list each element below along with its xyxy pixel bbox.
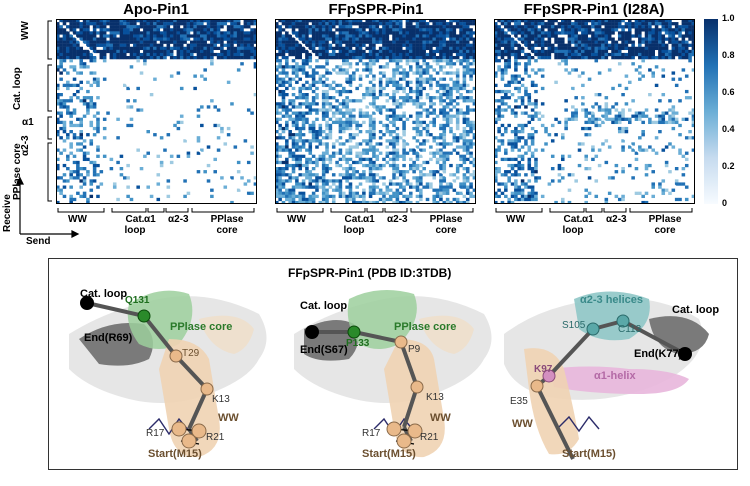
heatmap-ffpspr xyxy=(275,19,476,204)
x-label-cat-loop-panel-3: Cat. loop xyxy=(562,214,584,236)
x-label-ww-panel-3: WW xyxy=(506,214,525,225)
s2-r17-label: R17 xyxy=(362,428,381,439)
send-label: Send xyxy=(26,236,51,247)
s3-a1-helix-label: α1-helix xyxy=(594,370,636,382)
x-label-ww-panel-1: WW xyxy=(68,214,87,225)
x-label-a1-panel-2: α1 xyxy=(363,214,375,225)
receive-send-arrows xyxy=(16,176,80,238)
x-label-pplase-core-panel-2: PPlase core xyxy=(429,214,463,236)
s3-cat-loop-label: Cat. loop xyxy=(672,304,720,316)
x-label-cat-loop-panel-2: Cat. loop xyxy=(343,214,365,236)
x-label-pplase-core-panel-3: PPlase core xyxy=(648,214,682,236)
s1-q131-label: Q131 xyxy=(125,295,150,306)
s2-start-label: Start(M15) xyxy=(362,448,416,460)
s2-end-label: End(S67) xyxy=(300,344,348,356)
s1-k13-label: K13 xyxy=(212,394,230,405)
s1-pplase-core-label: PPlase core xyxy=(170,321,233,333)
s3-k97-label: K97 xyxy=(534,364,553,375)
colorbar-tick-04: 0.4 xyxy=(722,124,735,134)
x-label-a23-panel-1: α2-3 xyxy=(168,214,189,225)
s2-p9-label: P9 xyxy=(408,344,421,355)
structure-3 xyxy=(504,291,709,460)
x-label-pplase-core-panel-1: PPlase core xyxy=(210,214,244,236)
structure-illustrations xyxy=(69,290,709,460)
x-label-cat-loop-panel-1: Cat. loop xyxy=(124,214,146,236)
s1-r17-label: R17 xyxy=(146,428,165,439)
x-axis-groups xyxy=(57,208,693,213)
s1-r21-label: R21 xyxy=(206,432,225,443)
panel-title-apo: Apo-Pin1 xyxy=(123,1,189,18)
receive-label: Receive xyxy=(2,194,13,232)
heatmap-apo xyxy=(56,19,257,204)
structure-1 xyxy=(69,290,267,458)
panel-title-i28a: FFpSPR-Pin1 (I28A) xyxy=(523,1,665,18)
structure-title: FFpSPR-Pin1 (PDB ID:3TDB) xyxy=(288,266,452,280)
x-label-a23-panel-3: α2-3 xyxy=(606,214,627,225)
x-label-a23-panel-2: α2-3 xyxy=(387,214,408,225)
s1-start-label: Start(M15) xyxy=(148,448,202,460)
s1-end-label: End(R69) xyxy=(84,332,133,344)
s3-s105-label: S105 xyxy=(562,320,586,331)
s2-cat-loop-label: Cat. loop xyxy=(300,300,348,312)
s3-c113-label: C113 xyxy=(618,324,642,335)
x-label-a1-panel-3: α1 xyxy=(582,214,594,225)
s3-helices-label: α2-3 helices xyxy=(580,294,644,306)
colorbar-tick-08: 0.8 xyxy=(722,50,735,60)
s3-e35-label: E35 xyxy=(510,396,528,407)
y-axis-groups xyxy=(47,20,52,202)
s1-ww-label: WW xyxy=(218,412,239,424)
colorbar-tick-06: 0.6 xyxy=(722,87,735,97)
structure-2 xyxy=(294,290,492,458)
colorbar xyxy=(704,19,718,204)
y-label-a1: α1 xyxy=(22,117,34,128)
colorbar-tick-02: 0.2 xyxy=(722,161,735,171)
s2-k13-label: K13 xyxy=(426,392,444,403)
colorbar-tick-1: 1.0 xyxy=(722,13,735,23)
y-label-cat-loop: Cat. loop xyxy=(12,67,23,110)
s3-end-label: End(K77) xyxy=(634,348,683,360)
panel-title-ffpspr: FFpSPR-Pin1 xyxy=(328,1,424,18)
heatmap-i28a xyxy=(494,19,695,204)
x-label-ww-panel-2: WW xyxy=(287,214,306,225)
x-label-a1-panel-1: α1 xyxy=(144,214,156,225)
y-label-ww: WW xyxy=(20,21,31,40)
s2-r21-label: R21 xyxy=(420,432,439,443)
colorbar-tick-0: 0 xyxy=(722,198,728,208)
s2-pplase-core-label: PPlase core xyxy=(394,321,457,333)
s3-start-label: Start(M15) xyxy=(562,448,616,460)
s1-t29-label: T29 xyxy=(182,348,200,359)
s3-ww-label: WW xyxy=(512,418,533,430)
s1-cat-loop-label: Cat. loop xyxy=(80,288,128,300)
s2-ww-label: WW xyxy=(430,412,451,424)
s2-p133-label: P133 xyxy=(346,338,370,349)
